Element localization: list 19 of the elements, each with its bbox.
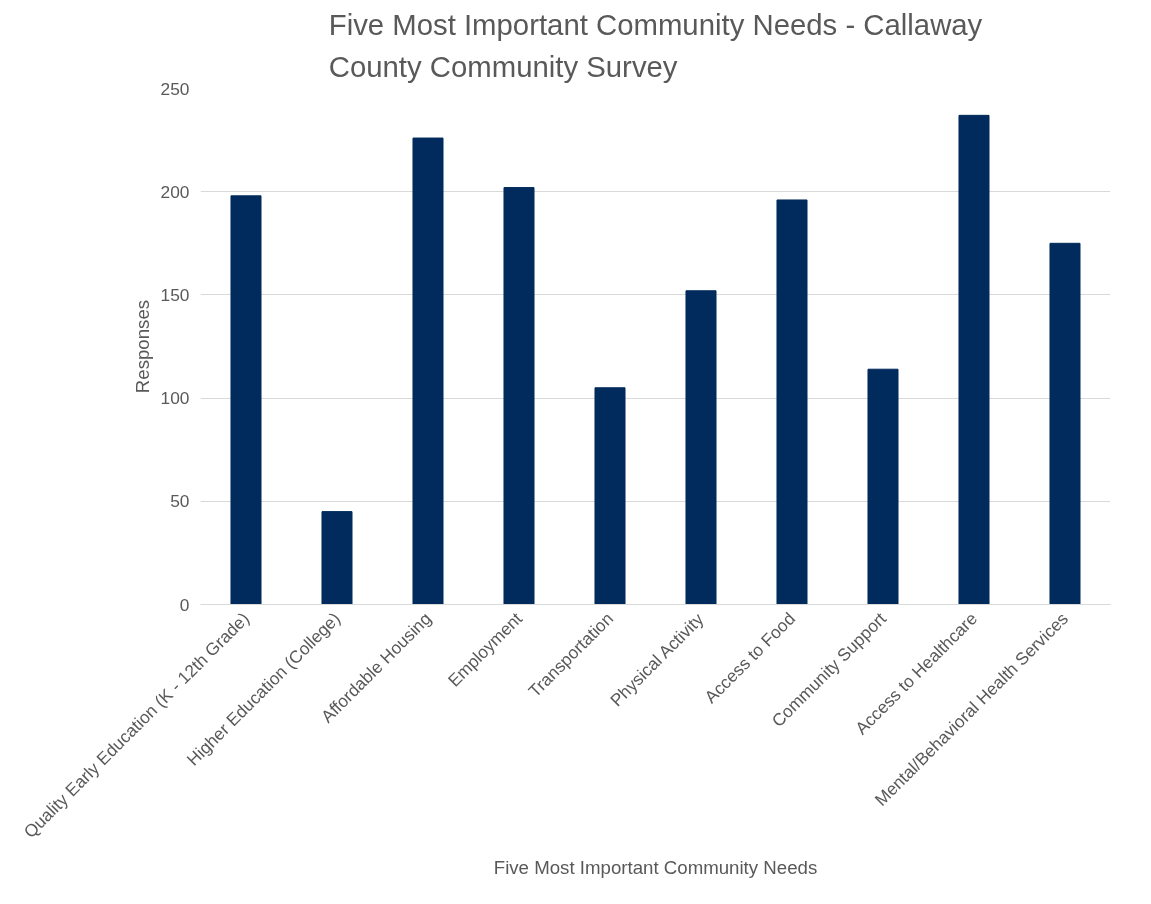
y-tick-label: 250 — [160, 78, 190, 99]
bar — [412, 137, 444, 605]
y-tick-label: 200 — [160, 181, 190, 202]
x-axis-title: Five Most Important Community Needs — [493, 856, 818, 878]
y-tick-label: 150 — [160, 284, 190, 305]
bar — [776, 199, 808, 605]
y-axis-title: Responses — [131, 299, 153, 394]
y-tick-label: 0 — [179, 594, 190, 615]
bar — [503, 187, 535, 605]
bar — [958, 114, 990, 605]
bar — [594, 387, 626, 605]
bar — [321, 511, 353, 605]
y-tick-label: 50 — [170, 491, 190, 512]
bar — [1049, 242, 1081, 605]
bar — [867, 368, 899, 605]
bar — [685, 290, 717, 605]
y-tick-label: 100 — [160, 388, 190, 409]
bar — [230, 195, 262, 605]
chart-title: Five Most Important Community Needs - Callaway County Community Survey — [328, 7, 983, 84]
